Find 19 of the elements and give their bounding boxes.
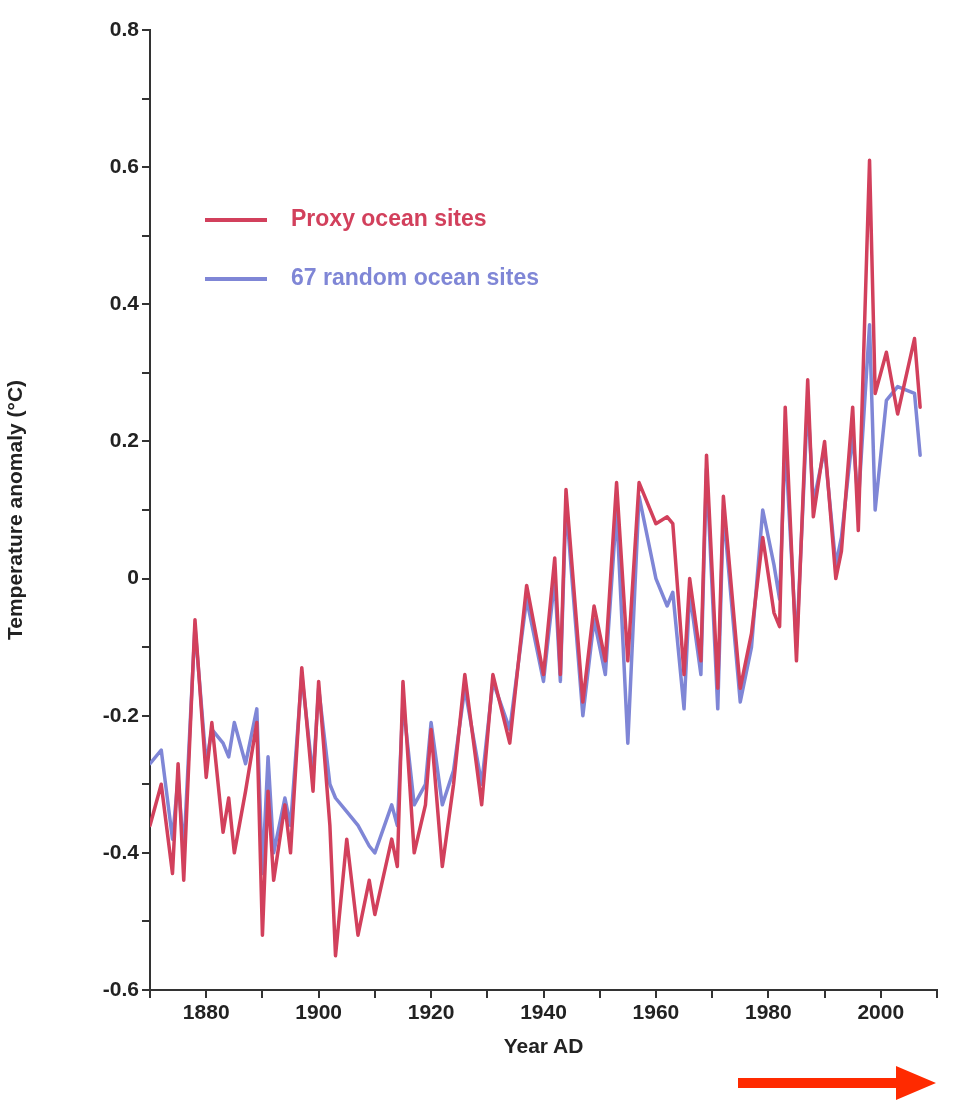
x-tick-label: 1940 [520,1000,567,1024]
x-tick-label: 1980 [745,1000,792,1024]
y-tick-label: -0.6 [102,976,139,1000]
y-tick-label: 0.6 [109,153,139,177]
x-axis-title: Year AD [503,1034,584,1058]
x-tick-label: 1960 [632,1000,680,1024]
y-tick-label: 0.4 [109,291,140,315]
x-tick-label: 1920 [407,1000,455,1024]
legend-label: Proxy ocean sites [291,205,487,232]
y-tick-label: -0.4 [102,839,140,863]
y-axis-title: Temperature anomaly (°C) [3,379,27,641]
x-tick-label: 2000 [857,1000,905,1024]
x-tick-label: 1880 [182,1000,230,1024]
x-tick-label: 1900 [295,1000,342,1024]
y-tick-label: 0.8 [109,16,140,40]
legend-label: 67 random ocean sites [291,264,539,291]
y-tick-label: 0.2 [109,428,139,452]
y-tick-label: 0 [127,565,139,589]
y-tick-label: -0.2 [102,702,139,726]
